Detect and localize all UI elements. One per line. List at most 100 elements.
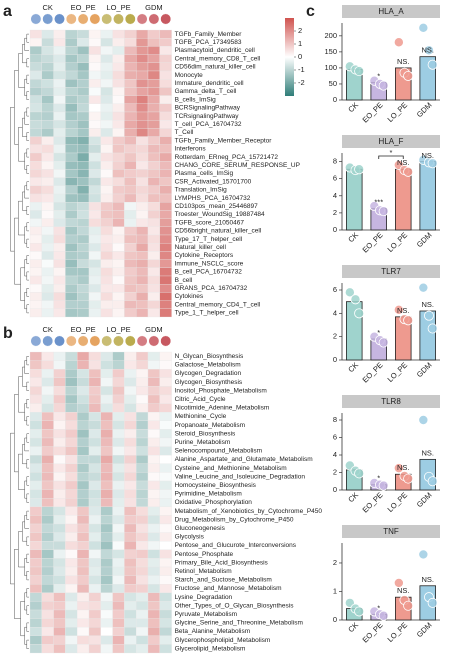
heat-cell [112,29,125,39]
heat-cell [100,437,113,447]
heat-cell [136,472,149,482]
heat-cell [147,351,160,361]
heat-cell [159,455,172,464]
heat-cell [29,592,42,602]
heat-cell [136,377,149,387]
point [403,473,414,484]
row-label: B_cells_ImSig [175,96,217,103]
x-tick-label: GDM [415,490,434,509]
heat-cell [147,489,160,499]
heat-cell [136,144,149,154]
group-dot [77,335,89,347]
heat-cell [136,226,149,236]
heat-cell [100,103,113,113]
heat-cell [41,446,54,456]
heat-cell [147,284,160,293]
dendrogram [26,132,29,141]
heat-cell [41,575,54,585]
heat-cell [53,377,66,387]
heat-cell [77,234,90,244]
dendrogram [26,271,29,281]
heat-cell [124,177,137,186]
point [418,282,429,293]
x-tick-label: LO_PE [386,620,409,643]
heat-cell [100,284,113,293]
heat-cell [112,210,125,219]
heat-cell [88,386,101,396]
heat-cell [53,351,66,361]
heat-cell [159,575,172,585]
heat-cell [88,284,101,293]
heat-cell [159,234,172,244]
annotation: NS. [397,57,410,66]
row-label: Troester_WoundSig_19887484 [175,211,265,218]
heat-cell [159,79,172,88]
heat-cell [88,592,101,602]
heat-cell [29,70,42,80]
y-tick-label: 8 [333,157,337,166]
heat-cell [112,128,125,137]
heat-cell [124,463,137,473]
row-label: CD56bright_natural_killer_cell [175,228,262,235]
point [393,463,404,474]
heat-cell [136,79,149,88]
heat-cell [147,292,160,301]
row-label: Selenocompound_Metabolism [175,448,262,455]
heat-cell [88,369,101,378]
x-tick-label: CK [346,100,360,114]
heat-cell [53,635,66,645]
heat-cell [100,601,113,611]
panel-label: b [3,325,13,342]
heat-cell [88,506,101,516]
row-label: Starch_and_Suctose_Metabolism [175,577,272,584]
heat-cell [65,523,78,533]
heat-cell [147,79,160,88]
heat-cell [77,54,90,63]
dendrogram [26,304,29,314]
heat-cell [112,169,125,178]
heat-cell [53,360,66,370]
group-dot [54,335,65,347]
heat-cell [41,498,54,507]
x-tick-label: EO_PE [361,100,385,124]
heat-cell [159,300,172,309]
heat-cell [29,29,42,39]
heat-cell [159,218,172,227]
heat-cell [88,627,101,636]
title-box [342,395,440,408]
heat-cell [159,515,172,525]
point [354,164,365,175]
colorbar [285,18,294,96]
heat-cell [147,360,160,370]
heat-cell [147,446,160,456]
heat-cell [88,87,101,96]
heat-cell [147,210,160,219]
dendrogram [18,376,25,413]
heat-cell [77,251,90,260]
heat-cell [88,251,101,260]
heat-cell [124,515,137,525]
row-label: Plasmacytoid_dendritic_cell [175,47,256,54]
heat-cell [53,429,66,439]
row-label: Interferons [175,146,207,153]
row-label: TGFb_Family_Member [175,31,243,38]
heat-cell [147,275,160,285]
heat-cell [124,644,137,654]
heat-cell [65,437,78,447]
heat-cell [159,284,172,293]
heat-cell [88,218,101,227]
heat-cell [136,259,149,268]
dendrogram [18,200,25,236]
heat-cell [147,506,160,516]
heat-cell [77,38,90,47]
heat-cell [100,635,113,645]
heat-cell [65,292,78,301]
heat-cell [65,498,78,507]
heat-cell [41,351,54,361]
heat-cell [147,541,160,550]
heat-cell [124,609,137,619]
dendrogram [26,181,29,191]
heat-cell [77,515,90,525]
heat-cell [29,420,42,430]
heat-cell [136,185,149,195]
